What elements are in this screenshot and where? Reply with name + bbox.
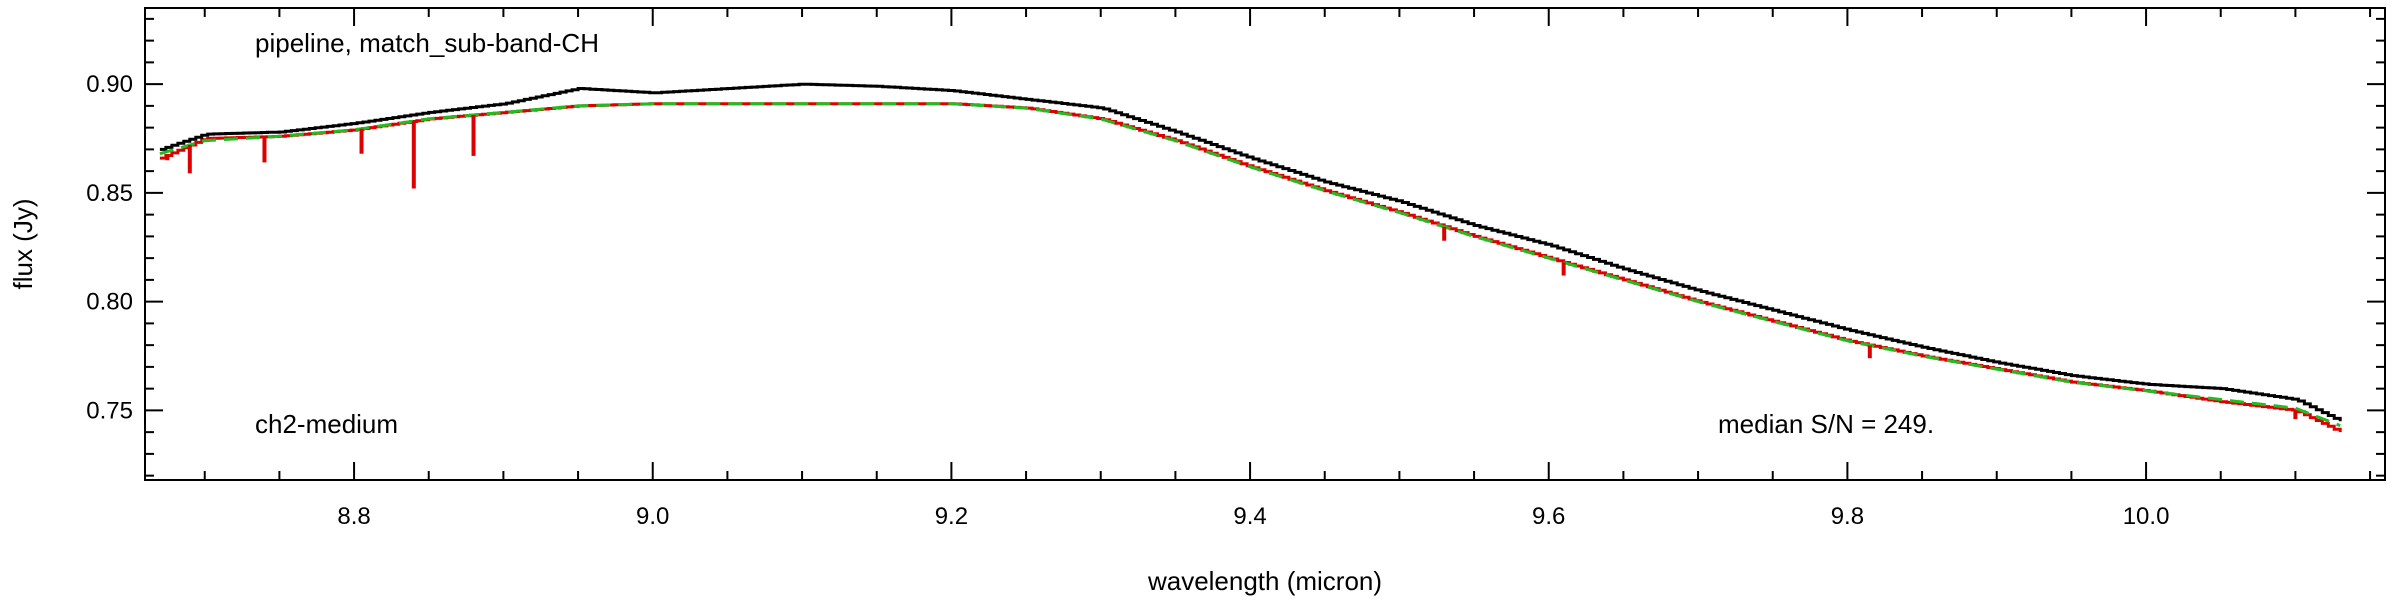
y-tick-label: 0.85 [86,180,133,207]
x-tick-label: 8.8 [337,503,370,530]
x-tick-label: 9.6 [1532,503,1565,530]
x-tick-label: 9.4 [1233,503,1266,530]
y-tick-label: 0.90 [86,71,133,98]
annotation-top-left: pipeline, match_sub-band-CH [255,28,599,58]
annotation-bottom-right: median S/N = 249. [1718,409,1934,439]
y-tick-label: 0.80 [86,289,133,316]
plot-frame [144,7,2386,481]
annotation-bottom-left: ch2-medium [255,409,398,439]
x-tick-label: 9.8 [1831,503,1864,530]
series-observed-line [159,82,2342,422]
x-axis-ticks: 8.8 9.0 9.2 9.4 9.6 9.8 10.0 [203,8,2372,530]
x-axis-title: wavelength (micron) [1147,566,1382,596]
series-layer [159,82,2342,433]
x-tick-label: 9.2 [935,503,968,530]
y-tick-label: 0.75 [86,397,133,424]
y-axis-ticks: 0.75 0.80 0.85 0.90 [86,17,2385,477]
x-tick-label: 10.0 [2123,503,2170,530]
x-tick-label: 9.0 [636,503,669,530]
y-axis-title: flux (Jy) [8,199,38,290]
series-continuum-line [159,102,2341,427]
series-model-line [159,102,2342,433]
